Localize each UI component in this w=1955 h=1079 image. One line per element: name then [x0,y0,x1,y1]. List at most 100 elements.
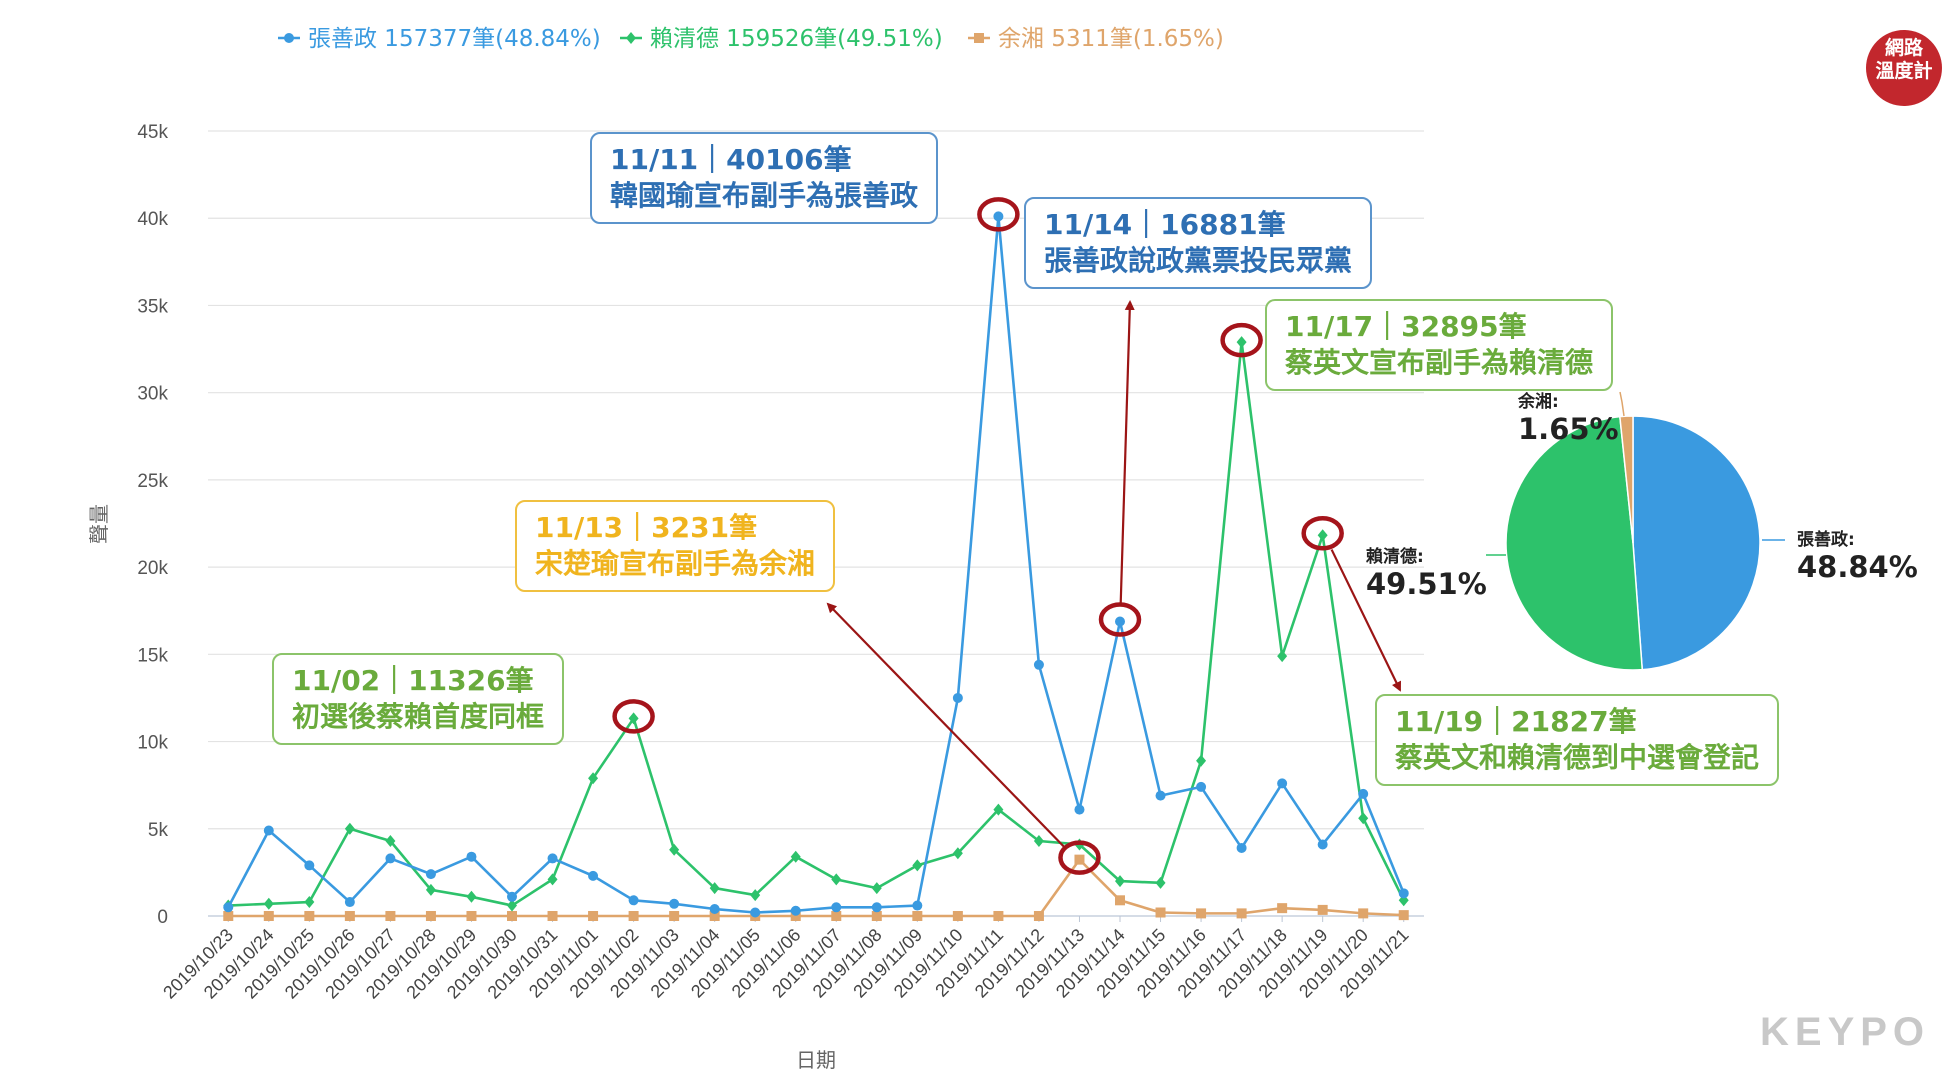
data-point [790,850,801,863]
data-point [344,822,355,835]
series-line-2 [228,858,1404,918]
data-point [952,847,963,860]
data-point [669,843,680,856]
data-point [344,897,355,908]
data-point [507,891,517,902]
data-point [1155,790,1166,801]
data-point [1358,908,1369,919]
pie-connector-yuxiang [1619,391,1625,417]
data-point [1277,778,1288,789]
data-point [831,873,842,886]
data-point [1236,908,1247,919]
annotation-1111: 11/11｜40106筆 韓國瑜宣布副手為張善政 [590,132,939,224]
data-point [466,890,477,903]
y-tick-label: 35k [137,296,168,317]
pie-slice-余湘 [1619,415,1634,544]
y-tick-label: 45k [137,122,168,143]
data-point [1115,875,1125,888]
data-point [790,905,801,916]
data-point [1115,895,1125,906]
data-point [466,851,477,862]
data-point [547,911,558,921]
data-point [1196,781,1207,792]
data-point [1033,911,1044,921]
data-point [223,902,234,913]
y-tick-label: 0 [157,907,168,928]
data-point [871,882,882,895]
legend-label-0: 張善政 157377筆(48.84%) [308,26,601,52]
pie-label-lai-name: 賴清德: [1366,547,1424,567]
thermometer-logo: 網路 溫度計 [1866,30,1942,106]
data-point [547,853,558,864]
data-point [1317,529,1328,542]
pie-slice-張善政 [1632,415,1761,671]
pie-label-lai: 賴清德: 49.51% [1366,549,1487,599]
pie-label-chang-pct: 48.84% [1797,550,1918,584]
data-point [993,911,1004,921]
pie-label-lai-pct: 49.51% [1366,567,1487,601]
data-point [304,860,315,871]
highlight-ring [1058,840,1101,875]
highlight-ring [977,197,1020,232]
data-point [831,902,842,913]
x-axis-title: 日期 [796,1048,836,1072]
data-point [1115,616,1125,627]
data-point [1398,888,1409,899]
data-point [1074,804,1085,815]
arrow-1119 [1330,549,1401,692]
data-point [263,911,274,921]
data-point [1236,336,1247,349]
data-point [912,911,923,921]
data-point [871,911,882,921]
pie-label-yuxiang: 余湘: 1.65% [1518,394,1619,444]
data-point [588,911,599,921]
highlight-ring [1220,322,1263,358]
y-tick-label: 30k [137,384,168,405]
y-tick-label: 40k [137,209,168,230]
data-point [871,902,882,913]
data-point [344,911,355,921]
legend-label-1: 賴清德 159526筆(49.51%) [650,26,943,52]
data-point [1317,839,1328,850]
highlight-ring [1301,515,1344,551]
arrow-1114 [1119,300,1135,606]
data-point [952,911,963,921]
data-point [263,897,274,910]
data-point [223,911,234,921]
data-point [709,904,720,915]
data-point [466,911,477,921]
data-point [709,882,720,895]
y-tick-label: 5k [148,820,169,841]
data-point [1277,903,1288,914]
series-line-0 [227,215,1405,914]
data-point [1358,812,1369,825]
legend-marker [284,33,294,43]
series-line-1 [228,340,1405,907]
legend-label-2: 余湘 5311筆(1.65%) [998,26,1224,52]
y-axis-title: 聲量 [87,504,111,544]
pie-label-chang-name: 張善政: [1797,530,1855,550]
data-point [385,834,396,847]
data-point [952,692,963,703]
annotation-1113: 11/13｜3231筆 宋楚瑜宣布副手為余湘 [515,500,836,592]
keypo-brand: KEYPO [1760,1010,1931,1054]
data-point [1317,904,1328,915]
data-point [912,900,923,911]
data-point [304,896,315,909]
data-point [1398,910,1409,921]
data-point [1236,842,1247,853]
y-tick-label: 10k [137,733,168,754]
data-point [628,911,639,921]
data-point [709,911,720,921]
data-point [912,859,923,872]
legend-marker [626,32,636,44]
data-point [1033,659,1044,670]
data-point [628,712,639,725]
pie-slice-賴清德 [1505,415,1644,671]
data-point [669,911,680,921]
data-point [993,803,1004,816]
data-point [750,907,761,918]
annotation-1119: 11/19｜21827筆 蔡英文和賴清德到中選會登記 [1375,694,1780,786]
y-tick-label: 20k [137,558,168,579]
